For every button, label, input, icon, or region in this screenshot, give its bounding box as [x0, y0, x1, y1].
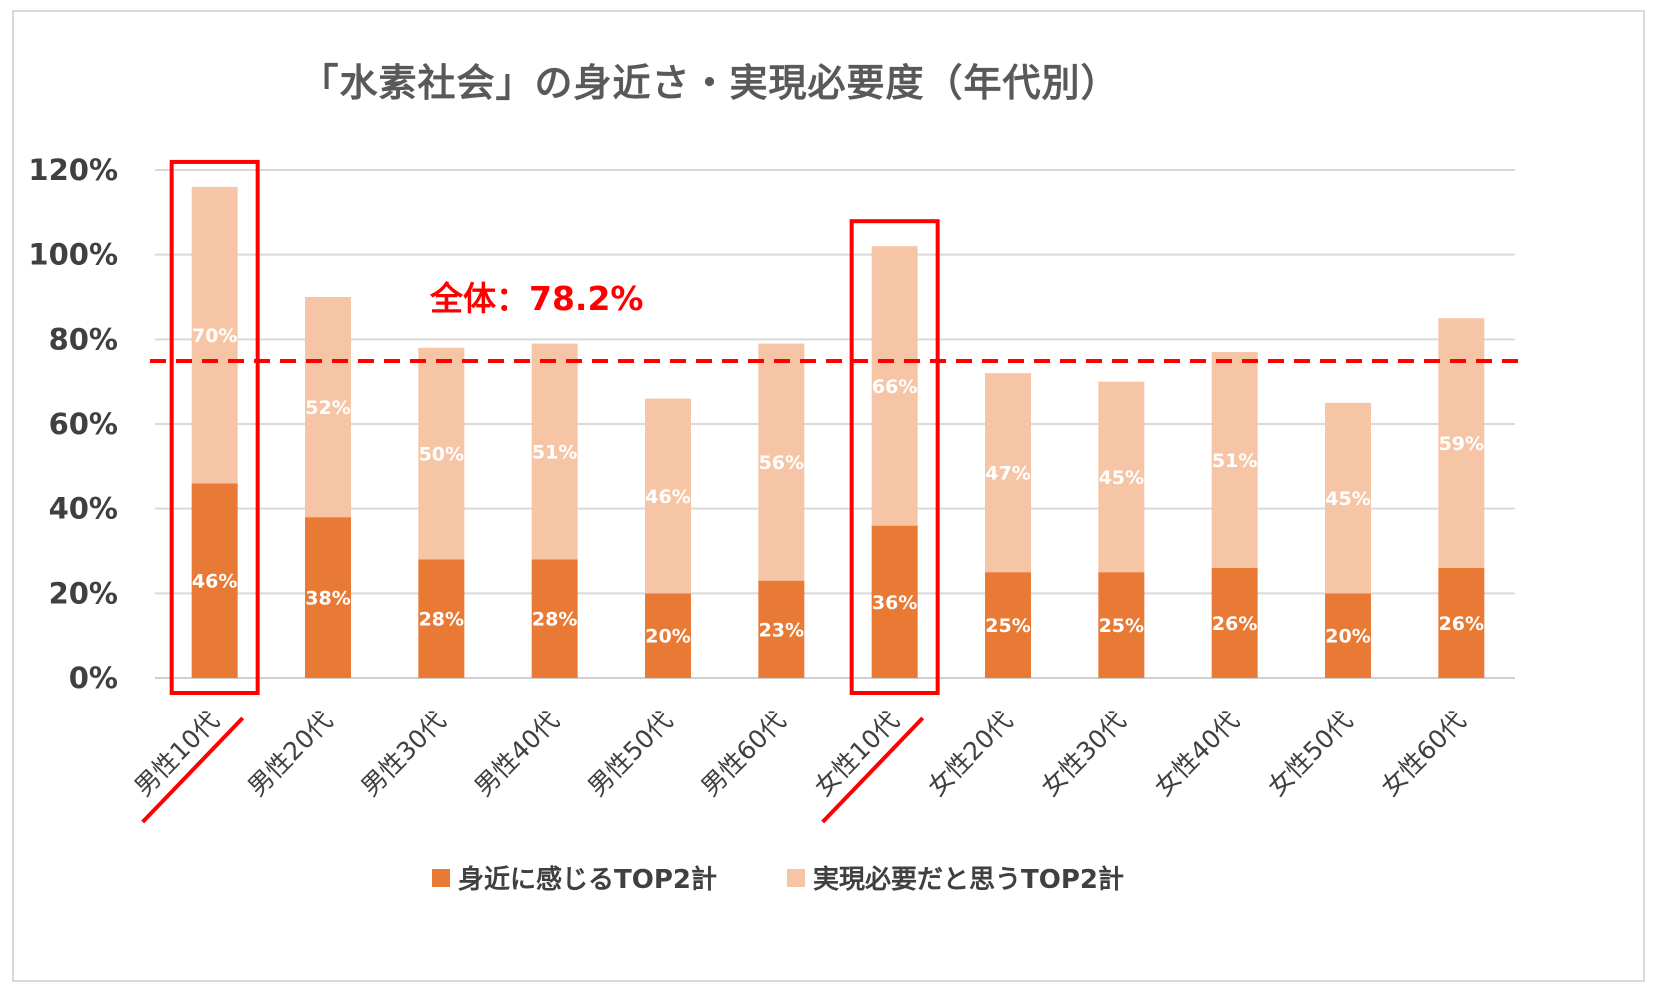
chart-title: 「水素社会」の身近さ・実現必要度（年代別） — [300, 61, 1120, 105]
highlight-underline — [821, 716, 925, 824]
data-label: 66% — [872, 376, 917, 398]
highlight-underline — [141, 716, 245, 824]
bar-segment — [645, 398, 691, 594]
legend-swatch — [787, 869, 805, 887]
data-label: 20% — [645, 626, 690, 648]
bar-segment — [1325, 593, 1371, 678]
bar-segment — [985, 373, 1031, 573]
x-tick-label: 男性30代 — [356, 706, 452, 802]
bar-segment — [1098, 381, 1145, 573]
bar-segment — [645, 593, 691, 678]
bar-segment — [1098, 572, 1145, 678]
data-label: 28% — [532, 609, 577, 631]
y-tick-label: 60% — [49, 407, 118, 441]
bar-segment — [1211, 567, 1258, 678]
data-label: 56% — [759, 452, 804, 474]
highlight-box — [169, 159, 260, 695]
y-tick-label: 40% — [49, 492, 118, 526]
data-label: 51% — [532, 442, 577, 464]
x-tick-label: 男性50代 — [582, 706, 678, 802]
legend-swatch — [432, 869, 450, 887]
bar-segment — [1211, 352, 1258, 568]
chart-frame — [12, 10, 1645, 982]
data-label: 36% — [872, 592, 917, 614]
data-label: 52% — [305, 397, 350, 419]
y-tick-label: 0% — [69, 661, 118, 695]
bar-segment — [418, 559, 465, 678]
x-tick-label: 男性40代 — [469, 706, 565, 802]
bar-segment — [305, 297, 351, 518]
data-label: 51% — [1212, 450, 1257, 472]
y-tick-label: 20% — [49, 576, 118, 610]
bar-segment — [1325, 402, 1371, 594]
y-tick-label: 100% — [28, 238, 118, 272]
data-label: 23% — [759, 619, 804, 641]
y-tick-label: 80% — [49, 322, 118, 356]
bar-segment — [191, 483, 238, 678]
x-tick-label: 女性30代 — [1036, 706, 1132, 802]
x-tick-label: 男性60代 — [696, 706, 792, 802]
x-tick-label: 女性60代 — [1376, 706, 1472, 802]
data-label: 59% — [1439, 433, 1484, 455]
data-label: 20% — [1325, 626, 1370, 648]
data-label: 47% — [985, 463, 1030, 485]
bar-segment — [531, 559, 578, 678]
x-tick-label: 女性50代 — [1262, 706, 1358, 802]
bar-segment — [191, 186, 238, 484]
bar-segment — [871, 525, 918, 678]
data-label: 45% — [1325, 488, 1370, 510]
x-tick-label: 女性20代 — [922, 706, 1018, 802]
bar-segment — [305, 517, 351, 678]
data-label: 46% — [645, 486, 690, 508]
bar-segment — [418, 347, 465, 560]
data-label: 28% — [419, 609, 464, 631]
data-label: 26% — [1212, 613, 1257, 635]
data-label: 26% — [1439, 613, 1484, 635]
data-label: 45% — [1099, 467, 1144, 489]
legend-label: 実現必要だと思うTOP2計 — [813, 864, 1124, 895]
x-tick-label: 男性20代 — [242, 706, 338, 802]
data-label: 25% — [985, 615, 1030, 637]
bar-segment — [531, 343, 578, 560]
data-label: 25% — [1099, 615, 1144, 637]
legend-label: 身近に感じるTOP2計 — [458, 864, 717, 895]
bar-segment — [1438, 567, 1485, 678]
data-label: 50% — [419, 444, 464, 466]
bar-segment — [758, 343, 805, 581]
bar-segment — [871, 246, 918, 526]
reference-line-label: 全体：78.2% — [429, 279, 644, 318]
data-label: 38% — [305, 588, 350, 610]
data-label: 70% — [192, 325, 237, 347]
data-label: 46% — [192, 571, 237, 593]
x-tick-label: 女性40代 — [1149, 706, 1245, 802]
highlight-box — [849, 219, 940, 695]
bar-segment — [985, 572, 1031, 678]
bar-segment — [758, 580, 805, 678]
y-tick-label: 120% — [28, 153, 118, 187]
